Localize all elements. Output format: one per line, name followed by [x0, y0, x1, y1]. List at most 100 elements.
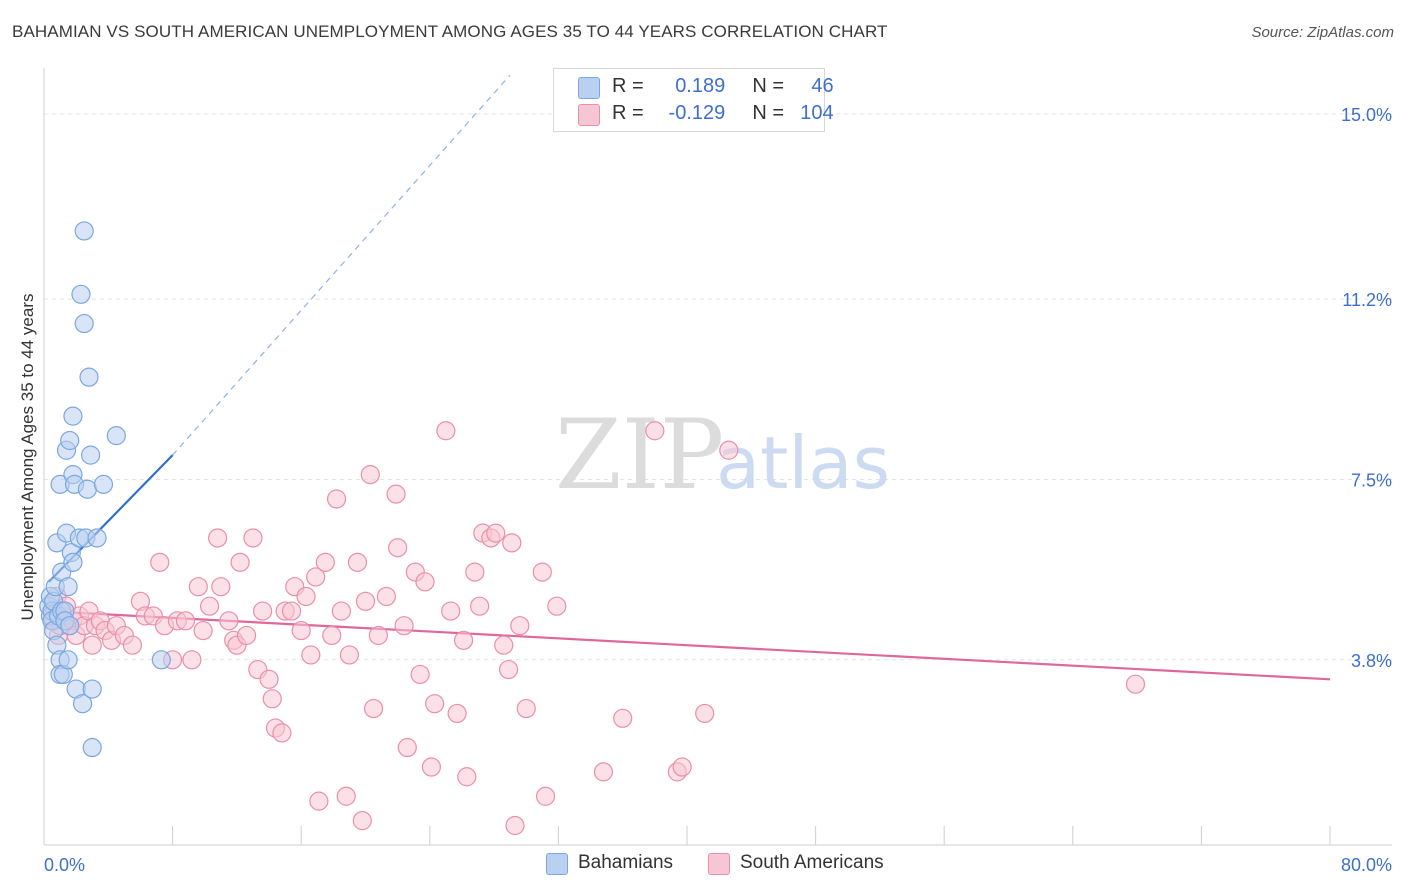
south-americans-point	[188, 577, 208, 597]
south-americans-point	[360, 465, 380, 485]
south-americans-point	[421, 757, 442, 777]
south-americans-point	[363, 698, 384, 719]
south-americans-point	[672, 757, 692, 777]
south-americans-point	[219, 611, 239, 631]
bahamians-point	[58, 577, 78, 597]
south-americans-point	[510, 616, 530, 636]
south-americans-trend-line	[43, 609, 1331, 681]
data-points	[39, 221, 1146, 836]
south-americans-point	[175, 611, 196, 631]
south-americans-point	[322, 625, 342, 646]
south-americans-point	[82, 635, 102, 655]
n-label: N =	[752, 75, 785, 97]
south-americans-point	[301, 645, 321, 665]
south-americans-point	[243, 528, 263, 548]
south-americans-point	[613, 708, 633, 728]
south-americans-point	[502, 533, 522, 553]
south-americans-point	[394, 616, 414, 636]
south-americans-point	[436, 421, 456, 441]
south-americans-point	[315, 552, 335, 572]
south-americans-point	[388, 538, 408, 558]
tick-labels: 3.8% 7.5% 11.2% 15.0% 0.0% 80.0%	[44, 105, 1392, 875]
bahamians-point	[74, 221, 94, 241]
south-americans-point	[505, 815, 525, 836]
south-americans-point	[415, 572, 435, 592]
bahamians-point	[71, 284, 91, 304]
bahamians-point	[93, 474, 114, 494]
south-americans-point	[645, 421, 665, 441]
south-americans-point	[386, 484, 406, 504]
south-americans-point	[593, 762, 614, 782]
south-americans-point	[331, 601, 351, 621]
y-axis-label: Unemployment Among Ages 35 to 44 years	[18, 294, 37, 621]
bahamians-point	[60, 616, 80, 636]
south-americans-point	[272, 723, 292, 743]
south-americans-point	[447, 703, 467, 724]
south-americans-point	[211, 577, 231, 597]
south-americans-legend-label: South Americans	[740, 852, 884, 873]
south-americans-legend-swatch	[708, 853, 730, 875]
south-americans-point	[253, 601, 273, 621]
source-label: Source: ZipAtlas.com	[1251, 24, 1394, 41]
watermark-zip: ZIP	[555, 399, 724, 511]
south-americans-point	[281, 601, 302, 621]
grid-lines	[44, 113, 1392, 661]
n-label: N =	[752, 102, 785, 124]
south-americans-point	[339, 645, 360, 665]
bahamians-point	[60, 430, 80, 451]
r-label: R =	[612, 75, 644, 97]
south-americans-r-value: -0.129	[668, 102, 726, 124]
south-americans-point	[259, 669, 279, 689]
trend-lines	[43, 74, 1331, 681]
bahamians-point	[82, 737, 102, 758]
south-americans-point	[1125, 674, 1146, 694]
bahamians-n-value: 46	[811, 75, 834, 97]
bahamians-point	[82, 679, 102, 699]
south-americans-point	[326, 489, 347, 509]
south-americans-point	[355, 591, 376, 611]
bahamians-r-value: 0.189	[675, 75, 726, 97]
south-americans-point	[262, 689, 282, 709]
south-americans-point	[397, 737, 417, 758]
south-americans-point	[199, 596, 220, 616]
south-americans-point	[425, 694, 445, 714]
axes	[43, 68, 1392, 846]
south-americans-point	[410, 664, 430, 685]
south-americans-point	[150, 552, 170, 572]
south-americans-point	[535, 786, 556, 806]
y-tick-label: 7.5%	[1351, 470, 1392, 490]
south-americans-point	[309, 791, 329, 811]
south-americans-point	[465, 562, 485, 582]
south-americans-point	[236, 625, 257, 646]
bahamians-point	[72, 694, 93, 714]
south-americans-point	[291, 620, 311, 641]
south-americans-point	[486, 523, 506, 543]
x-tick-label-max: 80.0%	[1341, 855, 1392, 875]
south-americans-point	[347, 552, 368, 572]
bahamians-point	[106, 426, 126, 446]
south-americans-point	[695, 703, 715, 724]
bahamians-point	[74, 313, 94, 334]
south-americans-point	[352, 811, 372, 831]
bahamians-point	[87, 528, 107, 548]
y-tick-label: 15.0%	[1341, 105, 1392, 125]
south-americans-point	[498, 659, 519, 680]
bahamians-point	[79, 367, 99, 387]
south-americans-swatch	[578, 104, 600, 126]
r-label: R =	[612, 102, 644, 124]
chart-title: BAHAMIAN VS SOUTH AMERICAN UNEMPLOYMENT …	[12, 22, 888, 41]
south-americans-point	[494, 635, 514, 655]
south-americans-point	[441, 601, 461, 621]
south-americans-point	[547, 596, 567, 616]
south-americans-point	[193, 620, 213, 641]
bahamians-legend-label: Bahamians	[578, 852, 674, 873]
south-americans-point	[457, 767, 477, 787]
y-tick-label: 11.2%	[1342, 290, 1392, 310]
bahamians-point	[151, 650, 171, 670]
south-americans-point	[719, 440, 739, 460]
y-tick-label: 3.8%	[1351, 651, 1392, 671]
south-americans-point	[532, 562, 552, 582]
south-americans-point	[470, 596, 490, 616]
south-americans-point	[516, 698, 536, 719]
